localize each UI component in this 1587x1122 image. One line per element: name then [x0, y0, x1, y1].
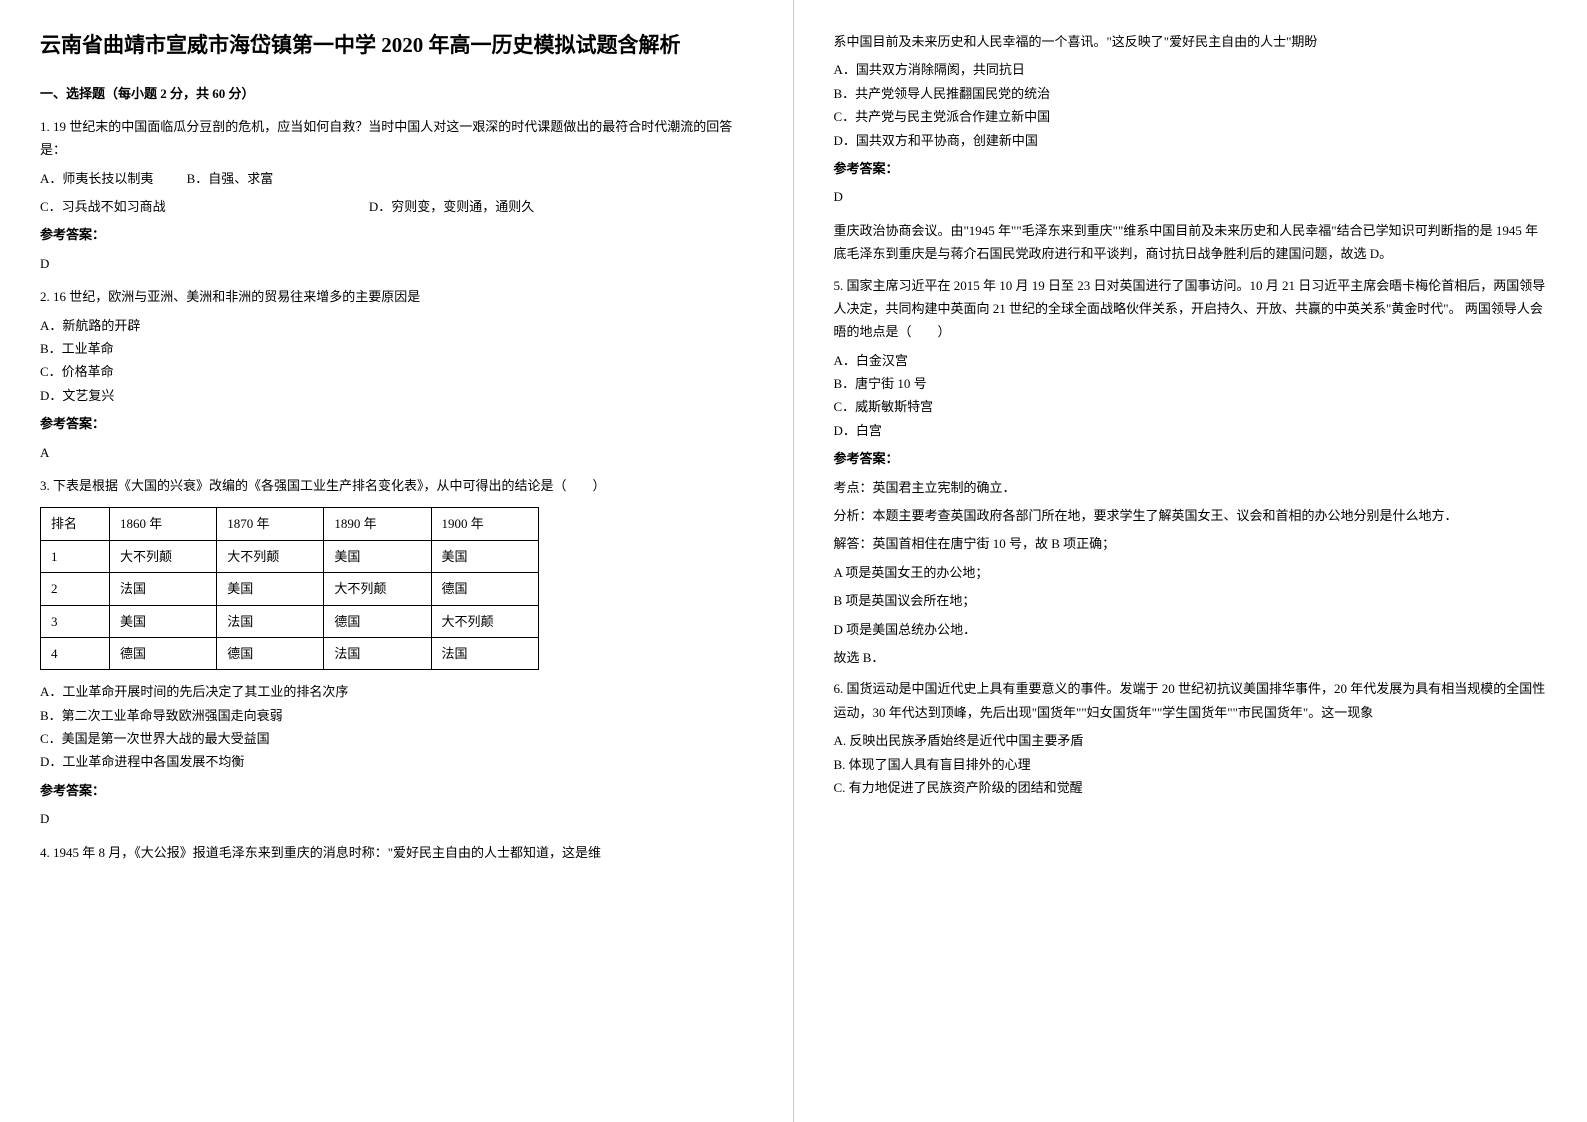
q3-answer-label: 参考答案： — [40, 779, 753, 802]
q5-exp7: 故选 B． — [834, 646, 1548, 669]
q5-exp4: A 项是英国女王的办公地； — [834, 561, 1548, 584]
table-cell: 法国 — [324, 637, 431, 669]
table-cell: 美国 — [431, 540, 538, 572]
table-cell: 4 — [41, 637, 110, 669]
table-header-row: 排名 1860 年 1870 年 1890 年 1900 年 — [41, 508, 539, 540]
q5-answer-label: 参考答案： — [834, 447, 1548, 470]
q5-exp2: 分析：本题主要考查英国政府各部门所在地，要求学生了解英国女王、议会和首相的办公地… — [834, 504, 1548, 527]
q2-option-b: B．工业革命 — [40, 337, 753, 360]
question-5: 5. 国家主席习近平在 2015 年 10 月 19 日至 23 日对英国进行了… — [834, 274, 1548, 670]
question-6: 6. 国货运动是中国近代史上具有重要意义的事件。发端于 20 世纪初抗议美国排华… — [834, 677, 1548, 799]
q4-option-b: B．共产党领导人民推翻国民党的统治 — [834, 82, 1548, 105]
table-cell: 1 — [41, 540, 110, 572]
table-header-cell: 1870 年 — [217, 508, 324, 540]
q6-option-b: B. 体现了国人具有盲目排外的心理 — [834, 753, 1548, 776]
q4-text: 4. 1945 年 8 月，《大公报》报道毛泽东来到重庆的消息时称："爱好民主自… — [40, 841, 753, 864]
q5-exp5: B 项是英国议会所在地； — [834, 589, 1548, 612]
q4-answer: D — [834, 185, 1548, 208]
table-cell: 德国 — [217, 637, 324, 669]
table-cell: 美国 — [324, 540, 431, 572]
q4-option-a: A．国共双方消除隔阂，共同抗日 — [834, 58, 1548, 81]
q2-answer: A — [40, 441, 753, 464]
q3-table: 排名 1860 年 1870 年 1890 年 1900 年 1 大不列颠 大不… — [40, 507, 539, 670]
table-row: 4 德国 德国 法国 法国 — [41, 637, 539, 669]
table-row: 3 美国 法国 德国 大不列颠 — [41, 605, 539, 637]
table-cell: 美国 — [110, 605, 217, 637]
table-cell: 大不列颠 — [324, 573, 431, 605]
q5-text: 5. 国家主席习近平在 2015 年 10 月 19 日至 23 日对英国进行了… — [834, 274, 1548, 344]
question-4-cont: 系中国目前及未来历史和人民幸福的一个喜讯。"这反映了"爱好民主自由的人士"期盼 … — [834, 30, 1548, 266]
q5-option-d: D．白宫 — [834, 419, 1548, 442]
q3-option-b: B．第二次工业革命导致欧洲强国走向衰弱 — [40, 704, 753, 727]
question-1: 1. 19 世纪末的中国面临瓜分豆剖的危机，应当如何自救？当时中国人对这一艰深的… — [40, 115, 753, 275]
table-row: 1 大不列颠 大不列颠 美国 美国 — [41, 540, 539, 572]
page-title: 云南省曲靖市宣威市海岱镇第一中学 2020 年高一历史模拟试题含解析 — [40, 30, 753, 62]
table-cell: 大不列颠 — [217, 540, 324, 572]
q2-option-a: A．新航路的开辟 — [40, 314, 753, 337]
q3-option-c: C．美国是第一次世界大战的最大受益国 — [40, 727, 753, 750]
q3-text: 3. 下表是根据《大国的兴衰》改编的《各强国工业生产排名变化表》，从中可得出的结… — [40, 474, 753, 497]
q6-option-c: C. 有力地促进了民族资产阶级的团结和觉醒 — [834, 776, 1548, 799]
q4-answer-label: 参考答案： — [834, 157, 1548, 180]
q2-text: 2. 16 世纪，欧洲与亚洲、美洲和非洲的贸易往来增多的主要原因是 — [40, 285, 753, 308]
q5-exp3: 解答：英国首相住在唐宁街 10 号，故 B 项正确； — [834, 532, 1548, 555]
q2-option-d: D．文艺复兴 — [40, 384, 753, 407]
q1-text: 1. 19 世纪末的中国面临瓜分豆剖的危机，应当如何自救？当时中国人对这一艰深的… — [40, 115, 753, 162]
q1-option-d: D．穷则变，变则通，通则久 — [369, 195, 534, 218]
table-cell: 法国 — [217, 605, 324, 637]
q1-option-c: C．习兵战不如习商战 — [40, 195, 166, 218]
table-cell: 大不列颠 — [110, 540, 217, 572]
q2-option-c: C．价格革命 — [40, 360, 753, 383]
q3-answer: D — [40, 807, 753, 830]
q6-option-a: A. 反映出民族矛盾始终是近代中国主要矛盾 — [834, 729, 1548, 752]
table-cell: 德国 — [324, 605, 431, 637]
table-header-cell: 1860 年 — [110, 508, 217, 540]
table-cell: 大不列颠 — [431, 605, 538, 637]
table-cell: 法国 — [431, 637, 538, 669]
q1-answer-label: 参考答案： — [40, 223, 753, 246]
q4-explanation: 重庆政治协商会议。由"1945 年""毛泽东来到重庆""维系中国目前及未来历史和… — [834, 219, 1548, 266]
q1-option-a: A．师夷长技以制夷 — [40, 167, 153, 190]
table-header-cell: 1890 年 — [324, 508, 431, 540]
q4-option-d: D．国共双方和平协商，创建新中国 — [834, 129, 1548, 152]
q5-option-a: A．白金汉宫 — [834, 349, 1548, 372]
q4-option-c: C．共产党与民主党派合作建立新中国 — [834, 105, 1548, 128]
q5-option-c: C．威斯敏斯特宫 — [834, 395, 1548, 418]
q1-answer: D — [40, 252, 753, 275]
q3-option-a: A．工业革命开展时间的先后决定了其工业的排名次序 — [40, 680, 753, 703]
section-header: 一、选择题（每小题 2 分，共 60 分） — [40, 82, 753, 105]
q5-exp6: D 项是美国总统办公地． — [834, 618, 1548, 641]
question-3: 3. 下表是根据《大国的兴衰》改编的《各强国工业生产排名变化表》，从中可得出的结… — [40, 474, 753, 831]
table-row: 2 法国 美国 大不列颠 德国 — [41, 573, 539, 605]
table-cell: 2 — [41, 573, 110, 605]
q4-text-cont: 系中国目前及未来历史和人民幸福的一个喜讯。"这反映了"爱好民主自由的人士"期盼 — [834, 30, 1548, 53]
q6-text: 6. 国货运动是中国近代史上具有重要意义的事件。发端于 20 世纪初抗议美国排华… — [834, 677, 1548, 724]
table-header-cell: 排名 — [41, 508, 110, 540]
table-cell: 德国 — [431, 573, 538, 605]
table-cell: 法国 — [110, 573, 217, 605]
question-2: 2. 16 世纪，欧洲与亚洲、美洲和非洲的贸易往来增多的主要原因是 A．新航路的… — [40, 285, 753, 464]
table-cell: 德国 — [110, 637, 217, 669]
q5-exp1: 考点：英国君主立宪制的确立． — [834, 476, 1548, 499]
table-cell: 3 — [41, 605, 110, 637]
table-header-cell: 1900 年 — [431, 508, 538, 540]
q5-option-b: B．唐宁街 10 号 — [834, 372, 1548, 395]
q2-answer-label: 参考答案： — [40, 412, 753, 435]
q1-option-b: B．自强、求富 — [187, 167, 274, 190]
q3-option-d: D．工业革命进程中各国发展不均衡 — [40, 750, 753, 773]
table-cell: 美国 — [217, 573, 324, 605]
